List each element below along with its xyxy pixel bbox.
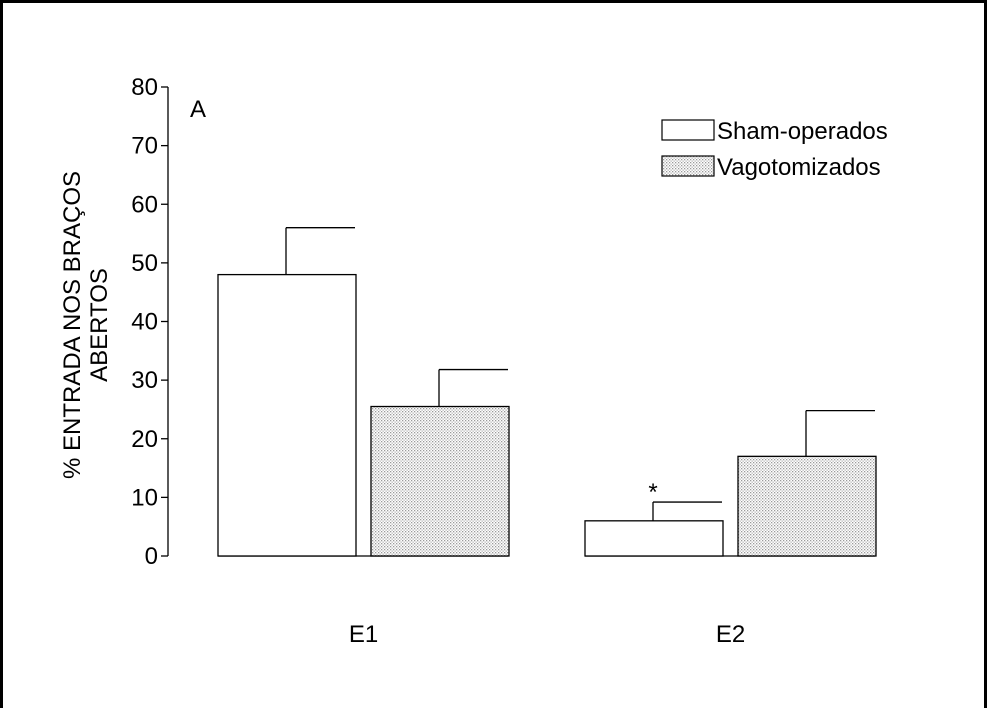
y-tick-label-70: 70 (131, 133, 158, 160)
category-labels: E1 E2 (349, 621, 745, 648)
y-axis (161, 86, 169, 557)
significance-marker: * (648, 479, 657, 506)
legend-swatch-vago (661, 155, 715, 177)
y-tick-label-0: 0 (145, 543, 158, 570)
y-tick-label-30: 30 (131, 367, 158, 394)
y-axis-title: % ENTRADA NOS BRAÇOS ABERTOS (59, 171, 113, 479)
bar-e2-series-1 (737, 455, 877, 557)
legend-swatch-sham (661, 119, 715, 141)
panel-label: A (190, 96, 206, 123)
category-label-e2: E2 (716, 621, 745, 648)
y-tick-label-20: 20 (131, 426, 158, 453)
legend: Sham-operados Vagotomizados (661, 118, 888, 181)
legend-label-vago: Vagotomizados (717, 154, 881, 181)
y-tick-labels: 0 10 20 30 40 50 60 70 80 (131, 74, 158, 570)
y-tick-label-60: 60 (131, 191, 158, 218)
y-tick-label-10: 10 (131, 484, 158, 511)
y-tick-label-80: 80 (131, 74, 158, 101)
bar-e2-series-0 (584, 520, 724, 557)
y-tick-label-40: 40 (131, 309, 158, 336)
category-label-e1: E1 (349, 621, 378, 648)
bar-e1-series-1 (370, 405, 510, 557)
bars-group (217, 273, 877, 557)
legend-label-sham: Sham-operados (717, 118, 888, 145)
y-axis-title-line2: ABERTOS (86, 268, 113, 382)
y-tick-label-50: 50 (131, 250, 158, 277)
y-axis-title-line1: % ENTRADA NOS BRAÇOS (59, 171, 86, 479)
error-bars-group (285, 227, 875, 521)
bar-e1-series-0 (217, 273, 357, 557)
